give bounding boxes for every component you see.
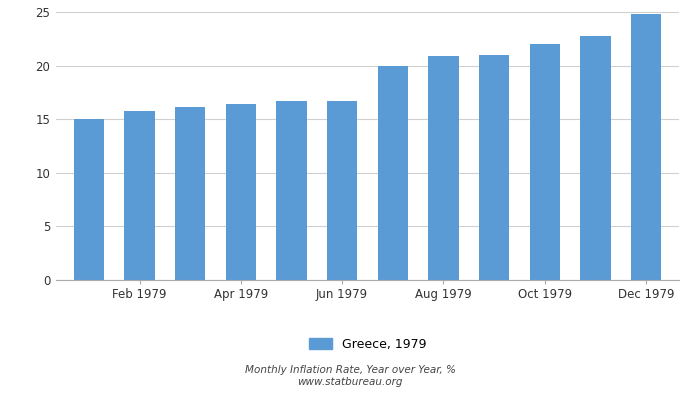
Bar [74,119,104,280]
Bar [327,101,358,280]
Bar [580,36,610,280]
Legend: Greece, 1979: Greece, 1979 [304,333,431,356]
Bar [175,108,205,280]
Text: www.statbureau.org: www.statbureau.org [298,377,402,387]
Bar [530,44,560,280]
Bar [428,56,458,280]
Bar [276,101,307,280]
Bar [225,104,256,280]
Bar [125,111,155,280]
Bar [631,14,662,280]
Text: Monthly Inflation Rate, Year over Year, %: Monthly Inflation Rate, Year over Year, … [244,365,456,375]
Bar [479,55,510,280]
Bar [377,66,408,280]
